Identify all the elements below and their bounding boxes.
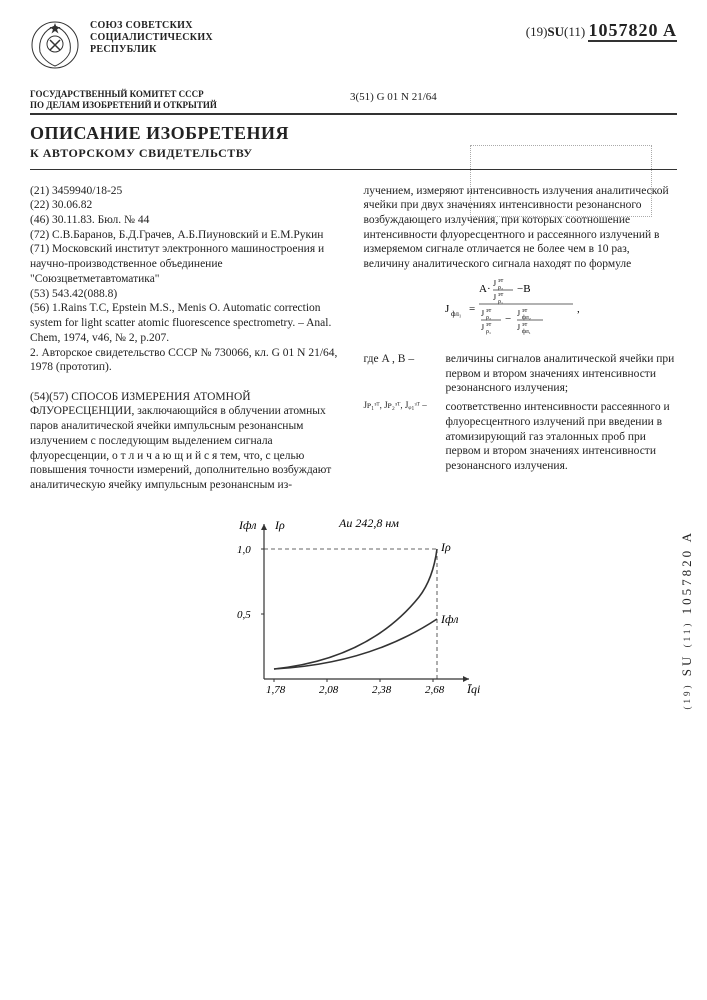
y-label-1: Iфл: [238, 518, 256, 532]
x-axis-label: Īqi: [466, 682, 480, 696]
curve-ip: [274, 549, 437, 669]
state-emblem-icon: [30, 20, 80, 74]
field-72: (72) С.В.Баранов, Б.Д.Грачев, А.Б.Пиунов…: [30, 228, 344, 243]
field-71: (71) Московский институт электронного ма…: [30, 242, 344, 286]
svg-text:J: J: [481, 323, 484, 332]
svg-text:−B: −B: [517, 283, 531, 295]
svg-text:J: J: [493, 279, 496, 288]
page-title: ОПИСАНИЕ ИЗОБРЕТЕНИЯ: [30, 123, 677, 144]
y-tick: 0,5: [237, 609, 251, 621]
svg-text:=: =: [469, 303, 475, 315]
y-label-2: Iρ: [274, 518, 285, 532]
svg-text:J: J: [517, 323, 520, 332]
svg-text:эт: эт: [486, 308, 492, 314]
y-tick: 1,0: [237, 544, 251, 556]
svg-text:эт: эт: [486, 322, 492, 328]
svg-text:фл₁: фл₁: [451, 310, 461, 318]
svg-text:фл₁: фл₁: [522, 328, 531, 335]
field-56-2: 2. Авторское свидетельство СССР № 730066…: [30, 346, 344, 375]
svg-text:эт: эт: [498, 292, 504, 298]
svg-text:ρ₁: ρ₁: [486, 329, 491, 335]
svg-text:−: −: [505, 313, 511, 325]
chart-title: Au 242,8 нм: [338, 516, 399, 530]
right-column: лучением, измеряют интенсивность излучен…: [364, 184, 678, 493]
svg-text:A·: A·: [479, 283, 491, 295]
x-tick: 2,38: [372, 684, 392, 696]
field-56-1: (56) 1.Rains T.C, Epstein M.S., Menis O.…: [30, 301, 344, 345]
svg-text:эт: эт: [498, 278, 504, 284]
field-46: (46) 30.11.83. Бюл. № 44: [30, 213, 344, 228]
svg-text:J: J: [445, 303, 450, 315]
field-22: (22) 30.06.82: [30, 198, 344, 213]
svg-text:J: J: [493, 293, 496, 302]
divider: [30, 113, 677, 115]
calibration-chart: Iфл Iρ Au 242,8 нм 1,0 0,5 1,78 2,08 2,3…: [219, 509, 489, 709]
publication-number: (19)SU(11) 1057820 A: [374, 20, 677, 41]
svg-text:,: ,: [577, 303, 580, 315]
legend-2: Jᴘ₁ᵌᵀ, Jᴘ₂ᵌᵀ, Jᵩ₁ᵌᵀ – соответственно инт…: [364, 400, 678, 474]
field-21: (21) 3459940/18-25: [30, 184, 344, 199]
field-53: (53) 543.42(088.8): [30, 287, 344, 302]
classification-code: 3(51) G 01 N 21/64: [350, 91, 677, 103]
side-publication-code: (19) SU (11) 1057820 A: [679, 530, 695, 709]
svg-text:эт: эт: [522, 308, 528, 314]
svg-text:J: J: [481, 309, 484, 318]
formula: Jфл₁ = A· Jρ₂эт Jρ₁эт −B Jρ₂эт Jρ₁эт − J…: [364, 278, 678, 346]
legend-1: где A , B – величины сигналов аналитичес…: [364, 352, 678, 396]
curve-label-ip: Iρ: [440, 540, 451, 554]
svg-text:J: J: [517, 309, 520, 318]
curve-ifl: [274, 619, 437, 669]
left-column: (21) 3459940/18-25 (22) 30.06.82 (46) 30…: [30, 184, 344, 493]
library-stamp: [470, 145, 652, 217]
x-tick: 2,08: [319, 684, 339, 696]
organization-label: СОЮЗ СОВЕТСКИХ СОЦИАЛИСТИЧЕСКИХ РЕСПУБЛИ…: [90, 20, 364, 56]
curve-label-ifl: Iфл: [440, 612, 458, 626]
x-tick: 2,68: [425, 684, 445, 696]
x-tick: 1,78: [266, 684, 286, 696]
abstract: (54)(57) СПОСОБ ИЗМЕРЕНИЯ АТОМНОЙ ФЛУОРЕ…: [30, 390, 344, 493]
svg-text:эт: эт: [522, 322, 528, 328]
